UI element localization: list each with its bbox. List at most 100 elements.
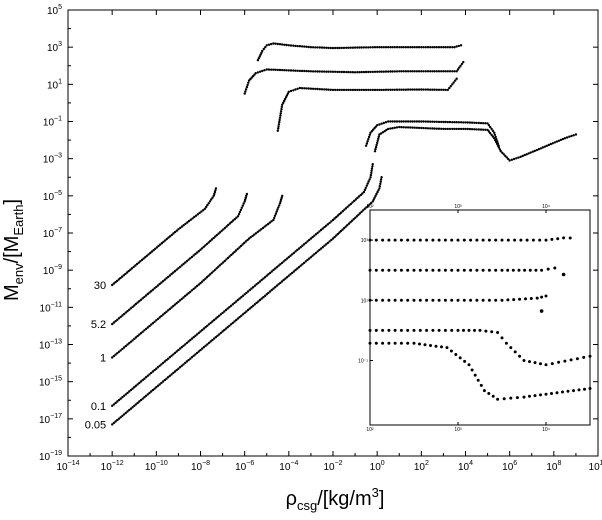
data-point xyxy=(233,320,236,323)
data-point xyxy=(163,278,166,281)
data-point xyxy=(114,320,117,323)
inset-point xyxy=(374,328,378,332)
inset-point xyxy=(431,238,435,242)
data-point xyxy=(553,141,556,144)
data-point xyxy=(347,70,350,74)
data-point xyxy=(274,286,277,289)
data-point xyxy=(112,421,116,425)
data-point xyxy=(122,413,126,416)
data-point xyxy=(278,43,282,46)
data-point xyxy=(163,378,166,382)
data-point xyxy=(391,88,394,92)
data-point xyxy=(124,344,128,348)
y-tick-label: 10−15 xyxy=(39,376,62,389)
x-tick-label: 10−4 xyxy=(279,460,298,473)
data-point xyxy=(420,120,423,123)
data-point xyxy=(336,232,339,236)
data-point xyxy=(161,361,165,365)
data-point xyxy=(226,307,229,310)
inset-point xyxy=(443,238,447,242)
data-point xyxy=(353,88,357,92)
data-point xyxy=(349,221,352,224)
data-point xyxy=(291,271,294,275)
data-point xyxy=(194,252,197,256)
data-point xyxy=(523,153,526,157)
data-point xyxy=(218,264,222,267)
data-point xyxy=(311,254,314,257)
data-point xyxy=(351,88,355,92)
data-point xyxy=(246,238,249,242)
data-point xyxy=(487,130,491,133)
data-point xyxy=(411,70,414,73)
inset-series xyxy=(368,341,592,401)
data-point xyxy=(541,146,544,149)
data-point xyxy=(360,70,363,74)
data-point xyxy=(241,243,244,246)
data-point xyxy=(162,240,165,243)
data-point xyxy=(189,257,192,260)
data-point xyxy=(338,212,341,216)
data-point xyxy=(402,46,405,49)
inset-series xyxy=(368,266,557,272)
data-point xyxy=(204,244,207,247)
inset-point xyxy=(381,328,385,332)
data-point xyxy=(316,70,319,73)
data-point xyxy=(231,252,235,255)
data-point xyxy=(134,403,138,406)
data-point xyxy=(451,121,454,124)
data-point xyxy=(202,245,205,248)
data-point xyxy=(127,269,130,273)
data-point xyxy=(182,262,185,266)
data-point xyxy=(338,231,341,234)
data-point xyxy=(431,127,434,130)
data-point xyxy=(274,68,277,72)
data-point xyxy=(135,262,139,266)
data-point xyxy=(395,88,399,91)
data-point xyxy=(507,157,510,161)
data-point xyxy=(126,391,129,395)
data-point xyxy=(318,248,321,252)
data-point xyxy=(207,241,210,244)
data-point xyxy=(451,83,454,86)
data-point xyxy=(349,88,352,92)
data-point xyxy=(409,120,412,123)
data-point xyxy=(185,341,189,345)
y-tick-label: 105 xyxy=(47,4,62,17)
data-point xyxy=(320,88,324,91)
inset-point xyxy=(374,268,378,272)
data-point xyxy=(272,42,275,45)
data-point xyxy=(314,251,318,255)
data-point xyxy=(325,70,328,73)
inset-y-tick-label: 10⁻¹ xyxy=(358,359,368,365)
data-point xyxy=(136,334,139,338)
data-point xyxy=(260,228,263,231)
data-point xyxy=(173,351,177,355)
data-point xyxy=(420,126,423,130)
data-point xyxy=(356,88,359,92)
data-point xyxy=(214,189,217,192)
series-layer xyxy=(111,42,578,426)
data-point xyxy=(464,127,467,131)
data-point xyxy=(139,298,143,301)
inset-y-tick-label: 10¹ xyxy=(361,298,369,304)
data-point xyxy=(126,343,129,346)
data-point xyxy=(437,127,441,130)
data-point xyxy=(139,260,142,263)
inset-point xyxy=(387,341,391,345)
data-point xyxy=(300,87,304,90)
inset-point xyxy=(387,298,391,302)
inset-point xyxy=(511,268,515,272)
data-point xyxy=(265,293,268,296)
data-point xyxy=(209,321,212,325)
inset-series xyxy=(368,294,548,302)
data-point xyxy=(154,247,157,250)
data-point xyxy=(247,237,251,240)
data-point xyxy=(119,416,122,419)
data-point xyxy=(185,360,189,363)
data-point xyxy=(400,126,403,129)
data-point xyxy=(252,304,255,307)
data-point xyxy=(258,298,262,302)
data-point xyxy=(376,70,379,74)
data-point xyxy=(347,46,350,49)
data-point xyxy=(413,88,416,91)
